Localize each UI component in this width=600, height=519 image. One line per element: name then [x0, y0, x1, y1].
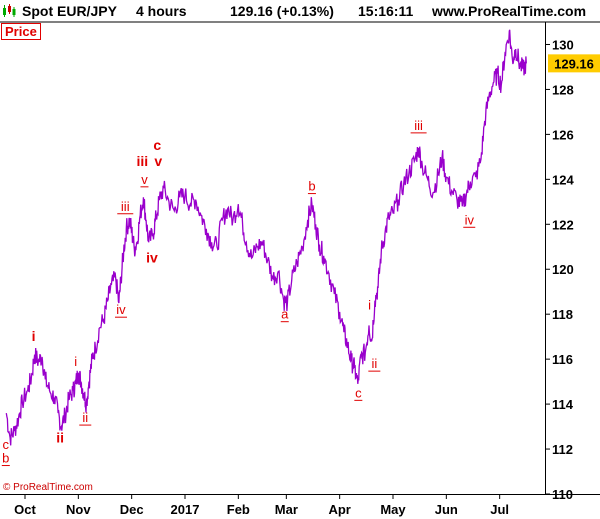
- y-tick-label: 124: [552, 172, 574, 187]
- y-tick-label: 128: [552, 82, 574, 97]
- last-price-marker: 129.16: [548, 54, 600, 73]
- x-tick-label: Feb: [227, 502, 250, 517]
- wave-label: ii: [82, 410, 88, 425]
- wave-label: c: [355, 385, 362, 400]
- last-price-box: [548, 54, 600, 73]
- y-axis: 110 112 114 116 118 120 122 124 126 128 130: [545, 37, 574, 502]
- wave-label: ii: [56, 429, 64, 445]
- y-tick-label: 130: [552, 37, 574, 52]
- y-tick-label: 112: [552, 442, 573, 457]
- wave-label: v: [154, 153, 162, 169]
- timeframe: 4 hours: [136, 3, 187, 19]
- chart-header: Spot EUR/JPY 4 hours 129.16 (+0.13%) 15:…: [0, 0, 600, 22]
- last-price-label: 129.16: [554, 56, 594, 71]
- wave-label: b: [2, 451, 9, 466]
- x-axis: Oct Nov Dec 2017 Feb Mar Apr May Jun Jul: [14, 494, 509, 517]
- y-tick-label: 110: [552, 487, 573, 502]
- instrument-name: Spot EUR/JPY: [22, 3, 117, 19]
- x-tick-label: 2017: [171, 502, 200, 517]
- wave-label: iii: [121, 199, 130, 214]
- price-change: 129.16 (+0.13%): [230, 3, 334, 19]
- wave-label: c: [153, 137, 161, 153]
- y-tick-label: 126: [552, 127, 574, 142]
- candlestick-icon: [3, 4, 16, 17]
- price-panel-label: Price: [1, 23, 41, 40]
- wave-label: i: [32, 328, 36, 344]
- y-tick-label: 116: [552, 352, 573, 367]
- x-tick-label: Jul: [490, 502, 509, 517]
- wave-label: i: [368, 298, 371, 313]
- x-tick-label: Oct: [14, 502, 36, 517]
- site-url: www.ProRealTime.com: [432, 3, 587, 19]
- plot-frame: [0, 21, 600, 495]
- wave-label: i: [74, 354, 77, 369]
- y-tick-label: 118: [552, 307, 573, 322]
- x-tick-label: Dec: [120, 502, 144, 517]
- x-tick-label: Jun: [435, 502, 458, 517]
- copyright-notice: © ProRealTime.com: [3, 482, 93, 493]
- x-tick-label: Nov: [66, 502, 91, 517]
- clock-time: 15:16:11: [358, 3, 414, 19]
- price-series: [5, 29, 527, 446]
- x-tick-label: Apr: [328, 502, 350, 517]
- y-tick-label: 114: [552, 397, 574, 412]
- wave-label: b: [308, 179, 315, 194]
- wave-label: iv: [116, 302, 126, 317]
- wave-label: iii: [136, 153, 148, 169]
- y-tick-label: 122: [552, 217, 574, 232]
- wave-label: iv: [146, 249, 158, 265]
- wave-label: c: [3, 437, 10, 452]
- x-tick-label: Mar: [275, 502, 298, 517]
- wave-label: iii: [414, 118, 423, 133]
- wave-label: v: [141, 172, 148, 187]
- y-tick-label: 120: [552, 262, 574, 277]
- wave-label: a: [281, 307, 289, 322]
- price-line: [5, 29, 527, 446]
- wave-label: ii: [371, 356, 377, 371]
- wave-label: iv: [465, 212, 475, 227]
- x-tick-label: May: [380, 502, 406, 517]
